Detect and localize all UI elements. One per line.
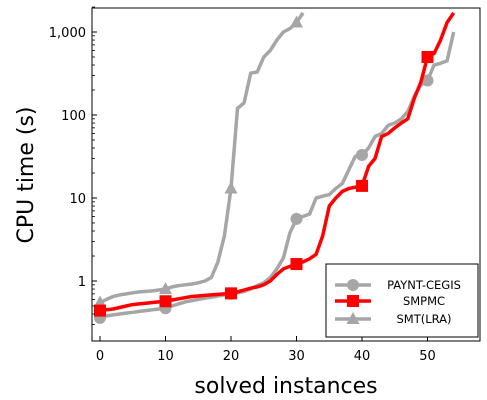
y-axis-title: CPU time (s) [14,106,39,243]
data-point-paynt-cegis-30 [290,212,303,225]
series-layer [93,11,456,324]
x-tick-label-10: 10 [157,349,174,364]
legend-marker-triangle [346,312,360,324]
series-line-smt-lra [99,11,305,305]
legend: PAYNT-CEGIS SMPMC SMT(LRA) [325,263,479,338]
data-point-smpmc-40 [356,179,368,192]
axis-ticks: 0 10 20 30 40 50 1 10 100 1,000 [49,6,436,364]
series-smt-lra [93,11,305,308]
data-point-smpmc-20 [225,287,237,300]
series-smpmc [94,11,456,317]
series-line-smpmc [99,11,456,313]
legend-marker-circle [347,279,359,291]
y-tick-label-1: 1 [78,275,86,290]
data-point-smpmc-50 [421,50,434,63]
x-tick-label-50: 50 [419,349,436,364]
data-point-smpmc-10 [159,295,172,308]
y-tick-label-10: 10 [69,192,86,207]
series-line-paynt-cegis [99,31,456,320]
legend-entry-smpmc: SMPMC [335,294,445,308]
data-point-smt-lra-20 [224,181,238,194]
legend-entry-payNT-cegis: PAYNT-CEGIS [335,278,461,292]
legend-entry-smt-lra: SMT(LRA) [335,312,452,326]
data-point-smt-lra-30 [290,15,303,28]
y-tick-label-100: 100 [61,109,86,124]
data-point-smt-lra-10 [159,282,172,295]
data-point-smpmc-0 [94,304,106,317]
plot-frame [91,7,481,342]
legend-label-payNT-cegis: PAYNT-CEGIS [387,278,461,292]
legend-label-smt-lra: SMT(LRA) [396,312,451,326]
x-tick-label-40: 40 [354,349,371,364]
data-point-smt-lra-0 [93,295,107,308]
legend-label-smpmc: SMPMC [403,294,445,308]
x-tick-label-0: 0 [96,349,104,364]
data-point-smpmc-30 [290,258,303,271]
x-tick-label-20: 20 [223,349,240,364]
x-axis-title: solved instances [194,374,377,399]
legend-marker-square [347,295,359,307]
x-tick-label-30: 30 [288,349,305,364]
data-point-paynt-cegis-40 [356,148,368,161]
y-tick-label-1000: 1,000 [49,26,86,41]
data-point-paynt-cegis-50 [421,74,434,87]
